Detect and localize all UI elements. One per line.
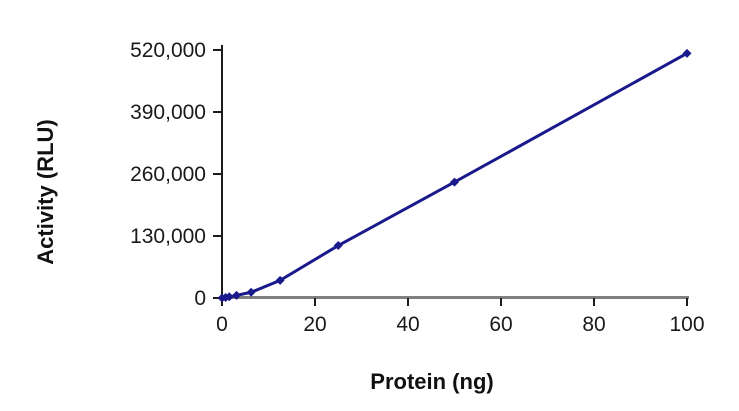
data-point-marker — [450, 177, 459, 187]
data-point-marker — [333, 241, 343, 251]
x-tick-label: 60 — [489, 313, 512, 336]
x-tick-label: 100 — [669, 313, 704, 336]
data-point-marker — [224, 292, 234, 302]
y-tick-label: 0 — [194, 287, 206, 310]
y-axis-title: Activity (RLU) — [33, 119, 58, 265]
x-axis-title: Protein (ng) — [370, 369, 494, 394]
y-tick-label: 390,000 — [130, 101, 206, 124]
x-tick-label: 0 — [216, 313, 228, 336]
x-tick-label: 20 — [303, 313, 326, 336]
x-tick-label: 40 — [396, 313, 419, 336]
x-tick-label: 80 — [582, 313, 605, 336]
data-point-marker — [232, 290, 242, 300]
series-line — [220, 51, 689, 300]
data-point-marker — [275, 275, 285, 285]
data-point-marker — [682, 48, 692, 58]
data-point-marker — [246, 287, 256, 297]
y-tick-label: 130,000 — [130, 225, 206, 248]
y-tick-label: 260,000 — [130, 163, 206, 186]
y-tick-label: 520,000 — [130, 39, 206, 62]
